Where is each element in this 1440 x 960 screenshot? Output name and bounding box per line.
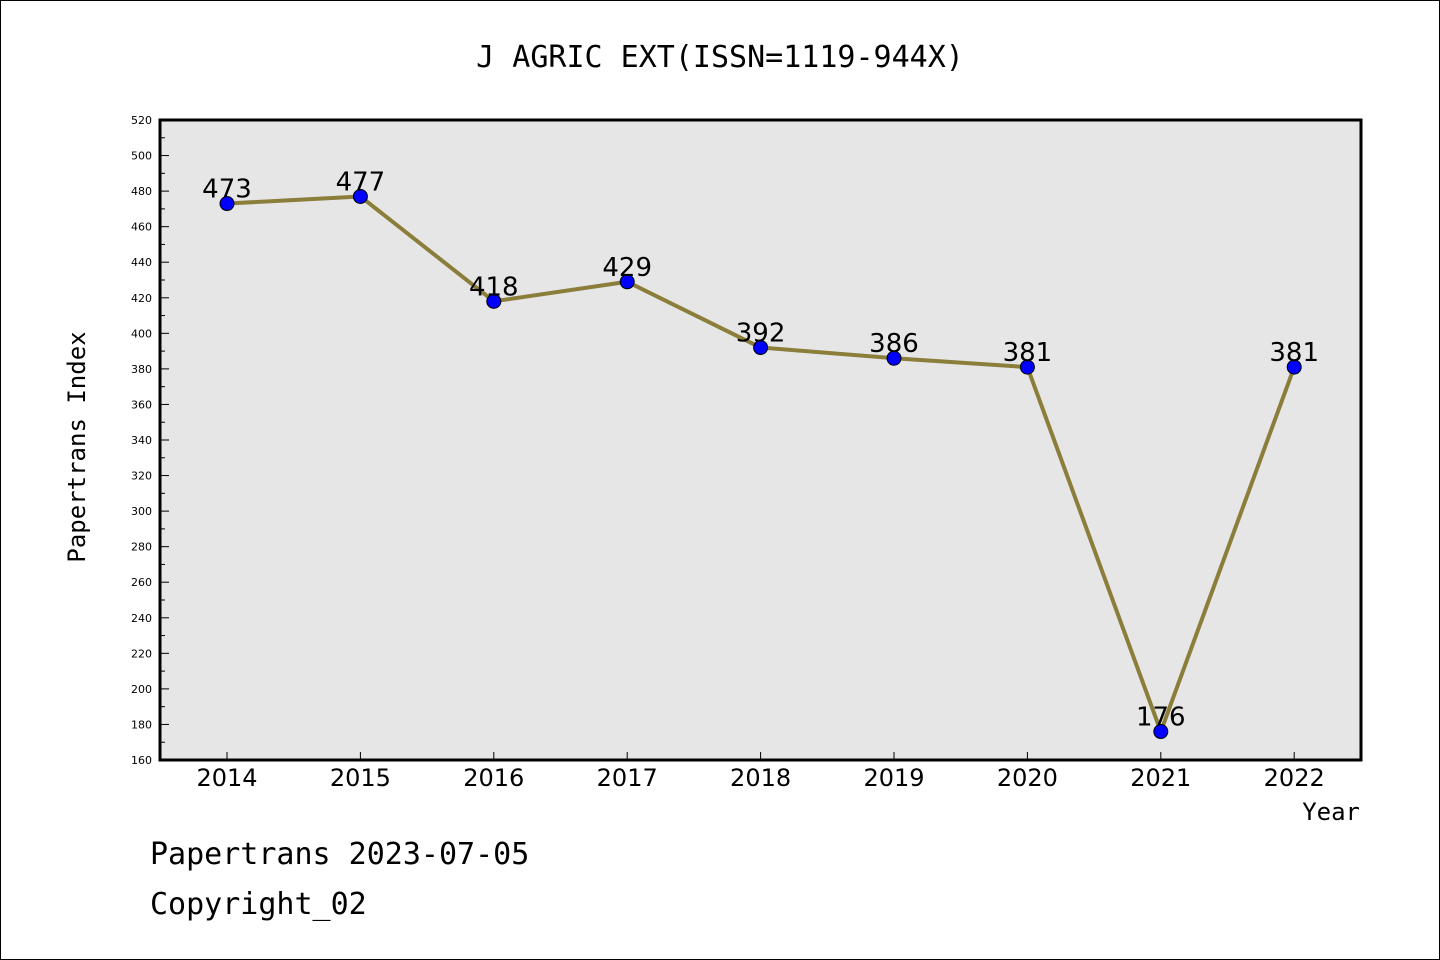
data-label-group: 473 477 418 429 392 386 381 176 381 — [202, 167, 1319, 732]
x-tick-label: 2020 — [997, 764, 1058, 792]
x-tick-label: 2014 — [196, 764, 257, 792]
x-axis: 2014 2015 2016 2017 2018 2019 2020 2021 2022 — [196, 752, 1325, 792]
data-label: 473 — [202, 175, 252, 205]
data-point — [753, 340, 769, 356]
y-tick-label: 220 — [131, 647, 152, 660]
x-tick-label: 2022 — [1264, 764, 1325, 792]
data-label: 392 — [736, 319, 786, 349]
data-label: 381 — [1269, 338, 1319, 368]
data-label: 477 — [336, 167, 386, 197]
marker-group — [219, 188, 1302, 740]
data-point — [486, 293, 502, 309]
y-tick-label: 260 — [131, 576, 152, 589]
y-tick-label: 520 — [131, 114, 152, 127]
x-tick-label: 2021 — [1130, 764, 1191, 792]
data-label: 386 — [869, 329, 919, 359]
y-axis-label: Papertrans Index — [63, 331, 91, 562]
data-point — [352, 188, 368, 204]
y-tick-label: 480 — [131, 185, 152, 198]
data-label: 429 — [602, 253, 652, 283]
y-tick-label: 500 — [131, 150, 152, 163]
data-point — [619, 274, 635, 290]
plot-area — [158, 118, 1363, 762]
data-point — [886, 350, 902, 366]
x-tick-label: 2015 — [330, 764, 391, 792]
y-tick-label: 340 — [131, 434, 152, 447]
y-tick-label: 160 — [131, 754, 152, 767]
data-label: 418 — [469, 272, 519, 302]
data-point — [1153, 724, 1169, 740]
y-axis: 160 180 200 220 240 260 280 300 320 340 360 380 400 4… — [131, 114, 169, 767]
x-tick-label: 2017 — [597, 764, 658, 792]
y-tick-label: 380 — [131, 363, 152, 376]
y-tick-label: 440 — [131, 256, 152, 269]
data-label: 381 — [1003, 338, 1053, 368]
y-tick-label: 360 — [131, 398, 152, 411]
y-tick-label: 240 — [131, 612, 152, 625]
data-label: 176 — [1136, 703, 1186, 733]
y-tick-label: 460 — [131, 221, 152, 234]
data-point — [1019, 359, 1035, 375]
x-tick-label: 2016 — [463, 764, 524, 792]
y-tick-label: 320 — [131, 470, 152, 483]
footer-copyright: Copyright_02 — [150, 887, 367, 922]
y-tick-label: 200 — [131, 683, 152, 696]
chart-title: J AGRIC EXT(ISSN=1119-944X) — [476, 40, 964, 75]
footer-date: Papertrans 2023-07-05 — [150, 837, 529, 872]
data-point — [219, 196, 235, 212]
y-tick-label: 280 — [131, 541, 152, 554]
x-tick-label: 2018 — [730, 764, 791, 792]
x-tick-label: 2019 — [863, 764, 924, 792]
x-axis-label: Year — [1302, 798, 1360, 826]
y-tick-label: 420 — [131, 292, 152, 305]
y-tick-label: 180 — [131, 718, 152, 731]
data-point — [1286, 359, 1302, 375]
y-tick-label: 300 — [131, 505, 152, 518]
y-tick-label: 400 — [131, 327, 152, 340]
